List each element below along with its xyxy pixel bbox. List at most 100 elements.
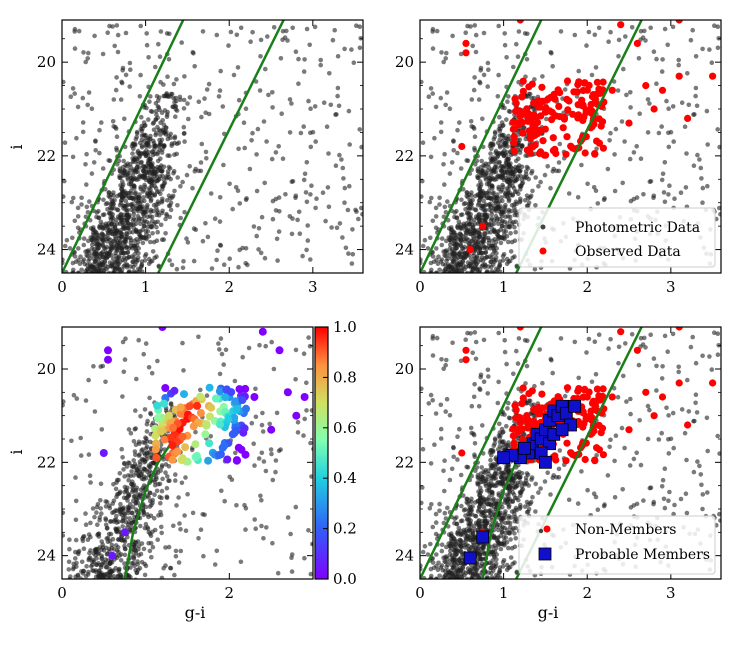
photometric-point xyxy=(200,512,205,517)
photometric-point xyxy=(165,486,170,491)
probability-point xyxy=(191,440,199,448)
observed-point xyxy=(527,135,534,142)
colorbar-tick-label: 0.0 xyxy=(333,570,357,588)
photometric-point xyxy=(700,354,705,359)
probability-point xyxy=(152,445,160,453)
photometric-point xyxy=(110,24,115,29)
photometric-point xyxy=(86,537,91,542)
photometric-point xyxy=(306,335,311,340)
photometric-point xyxy=(104,222,109,227)
photometric-point xyxy=(126,250,131,255)
photometric-point xyxy=(269,447,274,452)
photometric-point xyxy=(139,160,144,165)
photometric-point xyxy=(272,367,277,372)
photometric-point xyxy=(637,56,642,61)
photometric-point xyxy=(105,526,110,531)
probability-point xyxy=(216,421,224,429)
observed-point xyxy=(583,109,590,116)
observed-point xyxy=(586,82,593,89)
photometric-point xyxy=(290,552,295,557)
photometric-point xyxy=(112,547,117,552)
photometric-point xyxy=(209,191,214,196)
photometric-point xyxy=(483,164,488,169)
photometric-point xyxy=(167,258,172,263)
photometric-point xyxy=(496,237,501,242)
photometric-point xyxy=(68,246,73,251)
photometric-point xyxy=(108,573,113,578)
photometric-point xyxy=(36,267,41,272)
photometric-point xyxy=(175,175,180,180)
photometric-point xyxy=(526,177,531,182)
photometric-point xyxy=(117,491,122,496)
photometric-point xyxy=(705,184,710,189)
photometric-point xyxy=(472,146,477,151)
photometric-point xyxy=(105,500,110,505)
photometric-point xyxy=(409,275,414,280)
photometric-point xyxy=(593,33,598,38)
photometric-point xyxy=(147,396,152,401)
probability-point xyxy=(152,454,160,462)
photometric-point xyxy=(461,234,466,239)
photometric-point xyxy=(115,275,120,280)
photometric-point xyxy=(429,502,434,507)
photometric-point xyxy=(473,500,478,505)
photometric-point xyxy=(192,259,197,264)
photometric-point xyxy=(135,157,140,162)
photometric-point xyxy=(145,439,150,444)
photometric-point xyxy=(108,579,113,584)
photometric-point xyxy=(563,87,568,92)
observed-point xyxy=(532,141,539,148)
photometric-point xyxy=(143,573,148,578)
photometric-point xyxy=(478,68,483,73)
photometric-point xyxy=(451,138,456,143)
photometric-point xyxy=(304,190,309,195)
photometric-point xyxy=(160,477,165,482)
photometric-point xyxy=(87,452,92,457)
photometric-point xyxy=(606,39,611,44)
photometric-point xyxy=(215,549,220,554)
photometric-point xyxy=(130,510,135,515)
x-axis-label: g-i xyxy=(185,603,206,622)
photometric-point xyxy=(647,101,652,106)
photometric-point xyxy=(116,569,121,574)
photometric-point xyxy=(429,393,434,398)
photometric-point xyxy=(548,492,553,497)
photometric-point xyxy=(545,164,550,169)
photometric-point xyxy=(621,67,626,72)
photometric-point xyxy=(472,88,477,93)
probability-point xyxy=(227,388,235,396)
photometric-point xyxy=(173,478,178,483)
photometric-point xyxy=(148,549,153,554)
probability-point xyxy=(233,406,241,414)
photometric-point xyxy=(146,161,151,166)
photometric-point xyxy=(224,348,229,353)
photometric-point xyxy=(155,489,160,494)
photometric-point xyxy=(124,231,129,236)
photometric-point xyxy=(463,254,468,259)
photometric-point xyxy=(536,184,541,189)
photometric-point xyxy=(449,239,454,244)
photometric-point xyxy=(215,33,220,38)
x-tick-label: 3 xyxy=(666,278,676,296)
photometric-point xyxy=(240,355,245,360)
photometric-point xyxy=(516,54,521,59)
photometric-point xyxy=(474,50,479,55)
photometric-point xyxy=(423,544,428,549)
photometric-point xyxy=(665,43,670,48)
photometric-point xyxy=(148,225,153,230)
photometric-point xyxy=(88,521,93,526)
observed-point xyxy=(574,81,581,88)
photometric-point xyxy=(476,183,481,188)
photometric-point xyxy=(152,492,157,497)
observed-point xyxy=(458,143,465,150)
photometric-point xyxy=(281,156,286,161)
photometric-point xyxy=(118,228,123,233)
probability-point xyxy=(169,424,177,432)
photometric-point xyxy=(462,222,467,227)
photometric-point xyxy=(293,377,298,382)
photometric-point xyxy=(255,189,260,194)
photometric-point xyxy=(286,515,291,520)
photometric-point xyxy=(617,38,622,43)
photometric-point xyxy=(116,275,121,280)
photometric-point xyxy=(158,54,163,59)
